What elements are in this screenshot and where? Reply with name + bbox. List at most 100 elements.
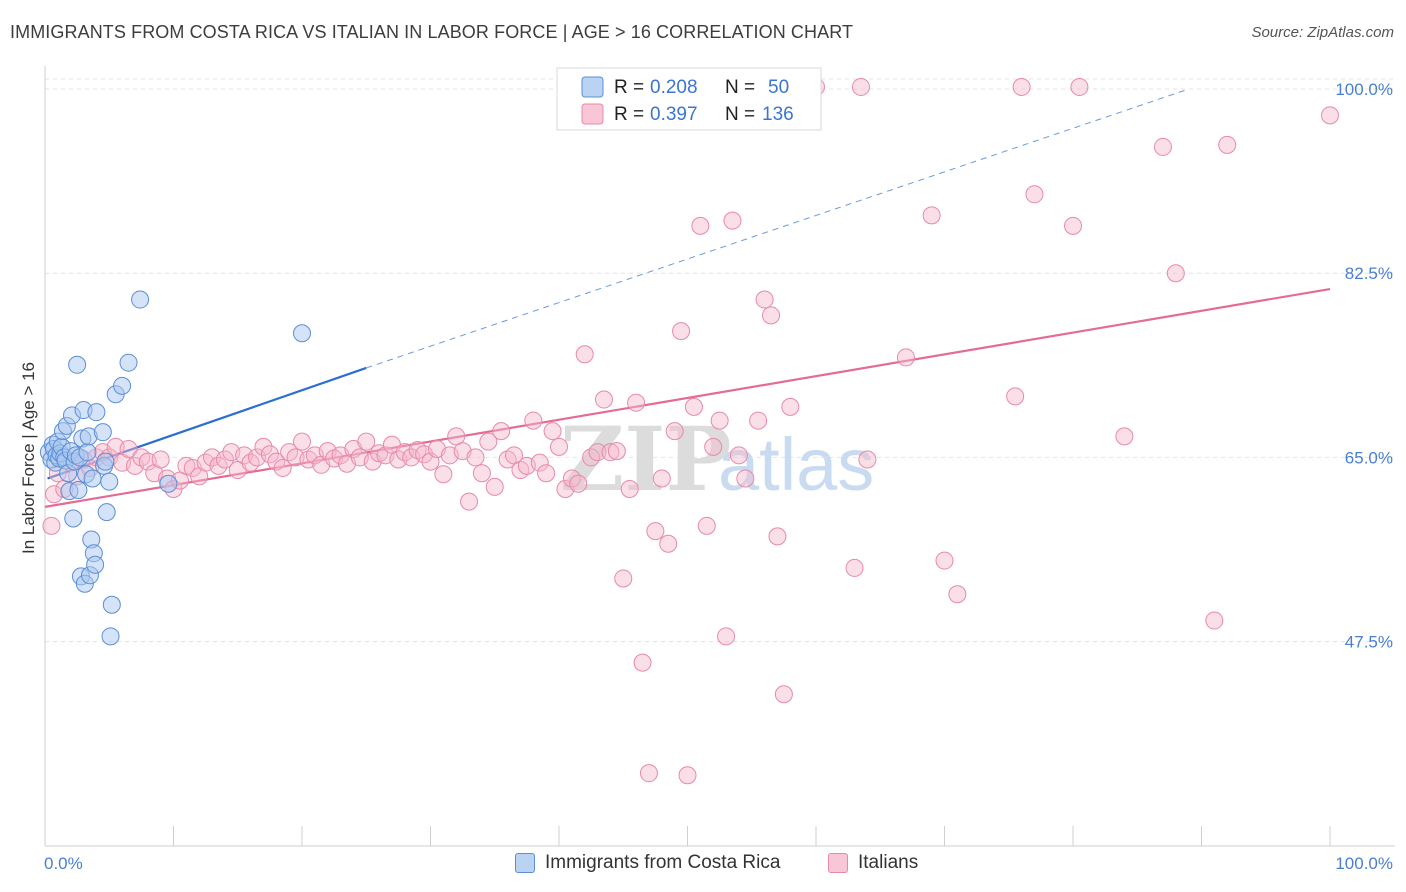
italians-point-87 <box>594 390 613 409</box>
italians-point-28 <box>215 450 234 469</box>
italians-point-124 <box>948 585 967 604</box>
italians-point-36 <box>267 452 286 471</box>
legend-r-value-1: 0.208 <box>650 77 698 98</box>
y-tick-label-0: 47.5% <box>1345 633 1393 652</box>
costa-rica-point-47 <box>131 290 150 309</box>
costa-rica-point-37 <box>93 423 112 442</box>
italians-point-76 <box>524 411 543 430</box>
costa-rica-point-18 <box>64 509 83 528</box>
italians-point-66 <box>460 492 479 511</box>
italians-point-71 <box>492 422 511 441</box>
italians-point-116 <box>781 397 800 416</box>
costa-rica-points <box>39 290 311 646</box>
costa-rica-point-39 <box>96 452 115 471</box>
italians-point-125 <box>1006 387 1025 406</box>
legend-n-label-1: N = <box>725 77 755 98</box>
legend-swatch-italians <box>828 853 848 873</box>
italians-point-101 <box>684 397 703 416</box>
italians-point-27 <box>209 456 228 475</box>
italians-point-111 <box>749 411 768 430</box>
italians-point-128 <box>1064 216 1082 235</box>
italians-point-107 <box>723 211 742 230</box>
italians-point-91 <box>620 479 639 498</box>
italians-point-129 <box>1070 77 1089 96</box>
costa-rica-point-36 <box>87 403 106 422</box>
italians-point-84 <box>575 345 594 364</box>
y-tick-label-3: 100.0% <box>1335 80 1393 99</box>
y-axis-label: In Labor Force | Age > 16 <box>19 362 38 554</box>
italians-point-0 <box>42 516 61 535</box>
costa-rica-point-21 <box>68 355 87 374</box>
italians-point-88 <box>601 443 620 462</box>
watermark-zip: ZIP <box>560 407 732 511</box>
bottom-legend: Immigrants from Costa Rica Italians <box>0 852 1406 878</box>
italians-point-92 <box>627 393 646 412</box>
costa-rica-point-48 <box>159 474 178 493</box>
costa-rica-point-43 <box>102 595 121 614</box>
italians-point-133 <box>1205 611 1224 630</box>
italians-point-123 <box>935 551 954 570</box>
legend-item-italians[interactable]: Italians <box>828 852 918 874</box>
italians-point-80 <box>550 437 568 456</box>
italians-points <box>42 77 1339 785</box>
stats-legend: R = 0.208 N = 50 R = 0.397 N = 136 <box>556 67 822 131</box>
costa-rica-point-40 <box>97 503 116 522</box>
italians-point-34 <box>254 437 273 456</box>
italians-point-67 <box>466 448 485 467</box>
x-tick-label-0: 0.0% <box>44 854 83 873</box>
legend-r-label-2: R = <box>614 104 644 125</box>
italians-point-104 <box>704 437 723 456</box>
legend-r-label-1: R = <box>614 77 644 98</box>
legend-n-value-1: 50 <box>768 77 789 98</box>
italians-point-50 <box>357 432 376 451</box>
italians-point-98 <box>665 422 684 441</box>
grid-lines <box>45 78 1395 643</box>
italians-point-134 <box>1218 135 1237 154</box>
italians-point-79 <box>543 422 562 441</box>
chart-title: IMMIGRANTS FROM COSTA RICA VS ITALIAN IN… <box>10 22 854 42</box>
italians-point-135 <box>1321 106 1339 125</box>
legend-label-italians: Italians <box>858 852 919 873</box>
italians-point-127 <box>1025 185 1044 204</box>
italians-point-93 <box>633 653 652 672</box>
italians-point-89 <box>607 442 626 461</box>
italians-point-62 <box>434 465 453 484</box>
italians-point-118 <box>845 558 864 577</box>
italians-point-37 <box>273 458 292 477</box>
costa-rica-point-46 <box>119 353 138 372</box>
italians-point-126 <box>1012 77 1031 96</box>
italians-point-69 <box>479 432 498 451</box>
legend-swatch-costa-rica <box>515 853 535 873</box>
italians-point-131 <box>1153 137 1172 156</box>
italians-point-100 <box>678 766 697 785</box>
italians-point-102 <box>691 216 710 235</box>
italians-point-77 <box>530 453 549 472</box>
italians-point-114 <box>768 527 787 546</box>
italians-point-97 <box>659 534 678 553</box>
italians-point-108 <box>729 446 748 465</box>
italians-point-112 <box>755 290 774 309</box>
source-credit: Source: ZipAtlas.com <box>1251 24 1394 41</box>
italians-point-78 <box>537 464 556 483</box>
costa-rica-point-49 <box>293 324 311 343</box>
legend-label-costa-rica: Immigrants from Costa Rica <box>545 852 781 873</box>
costa-rica-point-35 <box>86 555 105 574</box>
costa-rica-point-22 <box>69 481 88 500</box>
italians-point-109 <box>736 469 755 488</box>
costa-rica-point-42 <box>101 627 120 646</box>
italians-point-106 <box>717 627 736 646</box>
legend-item-costa-rica[interactable]: Immigrants from Costa Rica <box>515 852 780 874</box>
italians-point-94 <box>639 764 658 783</box>
italians-point-115 <box>774 685 793 704</box>
italians-point-86 <box>588 443 607 462</box>
y-tick-label-1: 65.0% <box>1345 448 1393 467</box>
y-tick-label-2: 82.5% <box>1345 264 1393 283</box>
costa-rica-point-29 <box>78 443 97 462</box>
watermark: ZIP atlas <box>560 407 874 511</box>
italians-point-13 <box>119 440 138 458</box>
tick-labels: 47.5% 65.0% 82.5% 100.0% 0.0% 100.0% <box>44 80 1393 873</box>
watermark-atlas: atlas <box>718 423 874 506</box>
italians-point-70 <box>485 477 504 496</box>
legend-swatch-blue <box>581 76 604 98</box>
